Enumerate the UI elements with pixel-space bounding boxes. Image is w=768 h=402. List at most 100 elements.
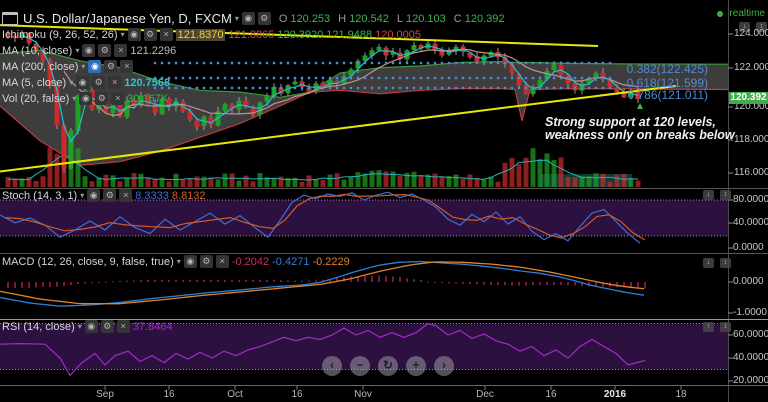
gear-icon[interactable]: ⚙	[257, 12, 271, 25]
close-icon[interactable]: ×	[119, 189, 133, 202]
time-axis-label: 16	[163, 389, 175, 400]
symbol-dropdown-caret-icon[interactable]: ▾	[234, 14, 239, 23]
symbol-header: U.S. Dollar/Japanese Yen, D, FXCM ▾ ◉ ⚙ …	[2, 11, 505, 26]
dropdown-caret-icon[interactable]: ▾	[80, 191, 85, 200]
fib-level-label: 0.618(121.599)	[626, 76, 708, 90]
gear-icon[interactable]: ⚙	[143, 28, 157, 41]
realtime-dot-icon	[717, 10, 724, 17]
high-value: 120.542	[349, 12, 389, 25]
dropdown-caret-icon[interactable]: ▾	[176, 257, 181, 266]
stoch-k-value: 8.3333	[135, 189, 169, 202]
macd-axis-label: -1.0000	[733, 307, 767, 318]
close-icon[interactable]: ×	[108, 76, 122, 89]
close-icon[interactable]: ×	[159, 28, 173, 41]
time-axis-label: Oct	[227, 389, 243, 400]
low-value: 120.103	[406, 12, 446, 25]
pane-collapse-icon[interactable]: ↓	[703, 258, 714, 268]
close-icon[interactable]: ×	[111, 92, 125, 105]
ichimoku-label[interactable]: Ichimoku (9, 26, 52, 26)	[2, 28, 118, 41]
time-axis-label: Dec	[476, 389, 494, 400]
ma200-label[interactable]: MA (200, close)	[2, 60, 79, 73]
pane-collapse-icon[interactable]: ↑	[703, 322, 714, 332]
realtime-status: realtime	[717, 8, 765, 19]
eye-icon[interactable]: ◉	[241, 12, 255, 25]
time-axis-label: Nov	[354, 389, 372, 400]
stoch-axis-label: 0.0000	[733, 242, 764, 253]
scroll-left-button[interactable]: ‹	[322, 356, 342, 376]
ma10-value: 121.2296	[130, 44, 177, 57]
symbol-title[interactable]: U.S. Dollar/Japanese Yen, D, FXCM	[23, 11, 232, 26]
dropdown-caret-icon[interactable]: ▾	[120, 30, 125, 39]
indicator-row-ma5: MA (5, close) ▾ ◉ ⚙ × 120.7568	[2, 76, 170, 89]
pane-resize-icon[interactable]: ↕	[756, 22, 767, 32]
close-icon[interactable]: ×	[120, 60, 134, 73]
vol-label[interactable]: Vol (20, false)	[2, 92, 70, 105]
close-icon[interactable]: ×	[215, 255, 229, 268]
macd-signal-value: -0.2229	[312, 255, 350, 268]
gear-icon[interactable]: ⚙	[104, 60, 118, 73]
pane-resize-icon[interactable]: ↕	[720, 258, 731, 268]
stoch-label[interactable]: Stoch (14, 3, 1)	[2, 189, 78, 202]
close-label: C	[453, 12, 462, 25]
time-axis-label: 18	[675, 389, 687, 400]
eye-icon[interactable]: ◉	[82, 44, 96, 57]
eye-icon[interactable]: ◉	[183, 255, 197, 268]
price-axis-label: 120.000	[734, 101, 768, 112]
eye-icon[interactable]: ◉	[76, 76, 90, 89]
close-icon[interactable]: ×	[114, 44, 128, 57]
time-axis-label: 16	[291, 389, 303, 400]
price-axis-label: 118.000	[734, 134, 768, 145]
eye-icon[interactable]: ◉	[87, 189, 101, 202]
time-axis-label: Sep	[96, 389, 114, 400]
dropdown-caret-icon[interactable]: ▾	[72, 94, 77, 103]
gear-icon[interactable]: ⚙	[98, 44, 112, 57]
open-value: 120.253	[290, 12, 331, 25]
pane-resize-icon[interactable]: ↕	[720, 322, 731, 332]
dropdown-caret-icon[interactable]: ▾	[77, 322, 82, 331]
dropdown-caret-icon[interactable]: ▾	[81, 62, 86, 71]
time-axis[interactable]: Sep 16 Oct 16 Nov Dec 16 2016 18	[0, 389, 768, 402]
eye-icon[interactable]: ◉	[127, 28, 141, 41]
ma5-label[interactable]: MA (5, close)	[2, 76, 67, 89]
macd-line-value: -0.4271	[272, 255, 310, 268]
gear-icon[interactable]: ⚙	[92, 76, 106, 89]
zoom-out-button[interactable]: −	[350, 356, 370, 376]
gear-icon[interactable]: ⚙	[95, 92, 109, 105]
ma10-label[interactable]: MA (10, close)	[2, 44, 73, 57]
macd-label[interactable]: MACD (12, 26, close, 9, false, true)	[2, 255, 174, 268]
macd-hist-value: -0.2042	[231, 255, 270, 268]
eye-icon[interactable]: ◉	[79, 92, 93, 105]
vol-value: 30.167K	[127, 92, 169, 105]
pane-resize-icon[interactable]: ↕	[720, 190, 731, 200]
eye-icon[interactable]: ◉	[88, 60, 102, 73]
rsi-axis-label: 60.0000	[733, 329, 768, 340]
pane-collapse-icon[interactable]: ↓	[739, 22, 750, 32]
dropdown-caret-icon[interactable]: ▾	[69, 78, 74, 87]
indicator-row-ichimoku: Ichimoku (9, 26, 52, 26) ▾ ◉ ⚙ × 121.837…	[2, 28, 421, 41]
rsi-pane-controls: ↑ ↕	[700, 322, 731, 332]
dropdown-caret-icon[interactable]: ▾	[75, 46, 80, 55]
stoch-pane-controls: ↓ ↕	[700, 190, 731, 200]
gear-icon[interactable]: ⚙	[100, 320, 114, 333]
chart-annotation: Strong support at 120 levels, weakness o…	[545, 115, 735, 142]
gear-icon[interactable]: ⚙	[103, 189, 117, 202]
gear-icon[interactable]: ⚙	[199, 255, 213, 268]
scroll-right-button[interactable]: ›	[434, 356, 454, 376]
high-label: H	[338, 12, 347, 25]
ichimoku-value: 121.9488	[326, 28, 373, 41]
price-axis-label: 122.000	[734, 62, 768, 73]
pane-collapse-icon[interactable]: ↓	[703, 190, 714, 200]
eye-icon[interactable]: ◉	[84, 320, 98, 333]
zoom-in-button[interactable]: +	[406, 356, 426, 376]
rsi-axis-label: 40.0000	[733, 352, 768, 363]
rsi-label[interactable]: RSI (14, close)	[2, 320, 75, 333]
indicator-row-macd: MACD (12, 26, close, 9, false, true) ▾ ◉…	[2, 255, 350, 268]
rsi-axis-label: 20.0000	[733, 375, 768, 386]
macd-axis-label: 0.0000	[733, 276, 764, 287]
reset-view-button[interactable]: ↻	[378, 356, 398, 376]
close-icon[interactable]: ×	[116, 320, 130, 333]
ichimoku-value: 120.0005	[375, 28, 422, 41]
stoch-d-value: 8.8132	[171, 189, 206, 202]
chart-properties-icon[interactable]	[2, 12, 18, 25]
